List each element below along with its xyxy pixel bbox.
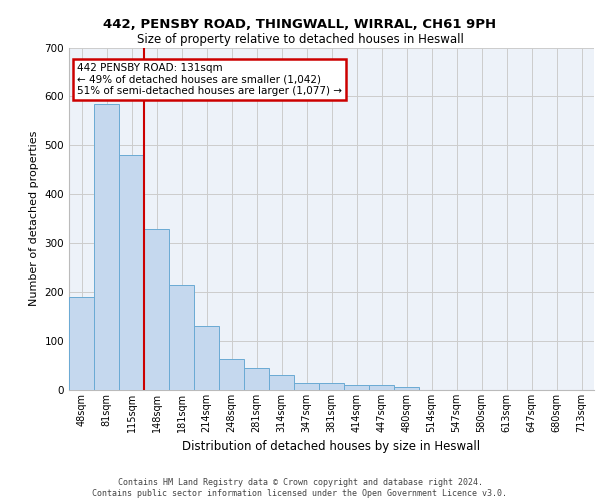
Bar [169,285,194,390]
Bar [119,155,144,390]
Bar [69,297,94,390]
Text: Contains HM Land Registry data © Crown copyright and database right 2024.
Contai: Contains HM Land Registry data © Crown c… [92,478,508,498]
Bar [244,368,269,390]
Bar [194,326,219,390]
Bar [144,228,169,390]
Bar [369,385,394,390]
Bar [319,382,344,390]
X-axis label: Distribution of detached houses by size in Heswall: Distribution of detached houses by size … [182,440,481,454]
Bar [94,104,119,390]
Y-axis label: Number of detached properties: Number of detached properties [29,131,39,306]
Bar [219,359,244,390]
Bar [394,386,419,390]
Bar [269,376,294,390]
Text: 442, PENSBY ROAD, THINGWALL, WIRRAL, CH61 9PH: 442, PENSBY ROAD, THINGWALL, WIRRAL, CH6… [103,18,497,30]
Text: 442 PENSBY ROAD: 131sqm
← 49% of detached houses are smaller (1,042)
51% of semi: 442 PENSBY ROAD: 131sqm ← 49% of detache… [77,63,342,96]
Text: Size of property relative to detached houses in Heswall: Size of property relative to detached ho… [137,32,463,46]
Bar [344,385,369,390]
Bar [294,382,319,390]
